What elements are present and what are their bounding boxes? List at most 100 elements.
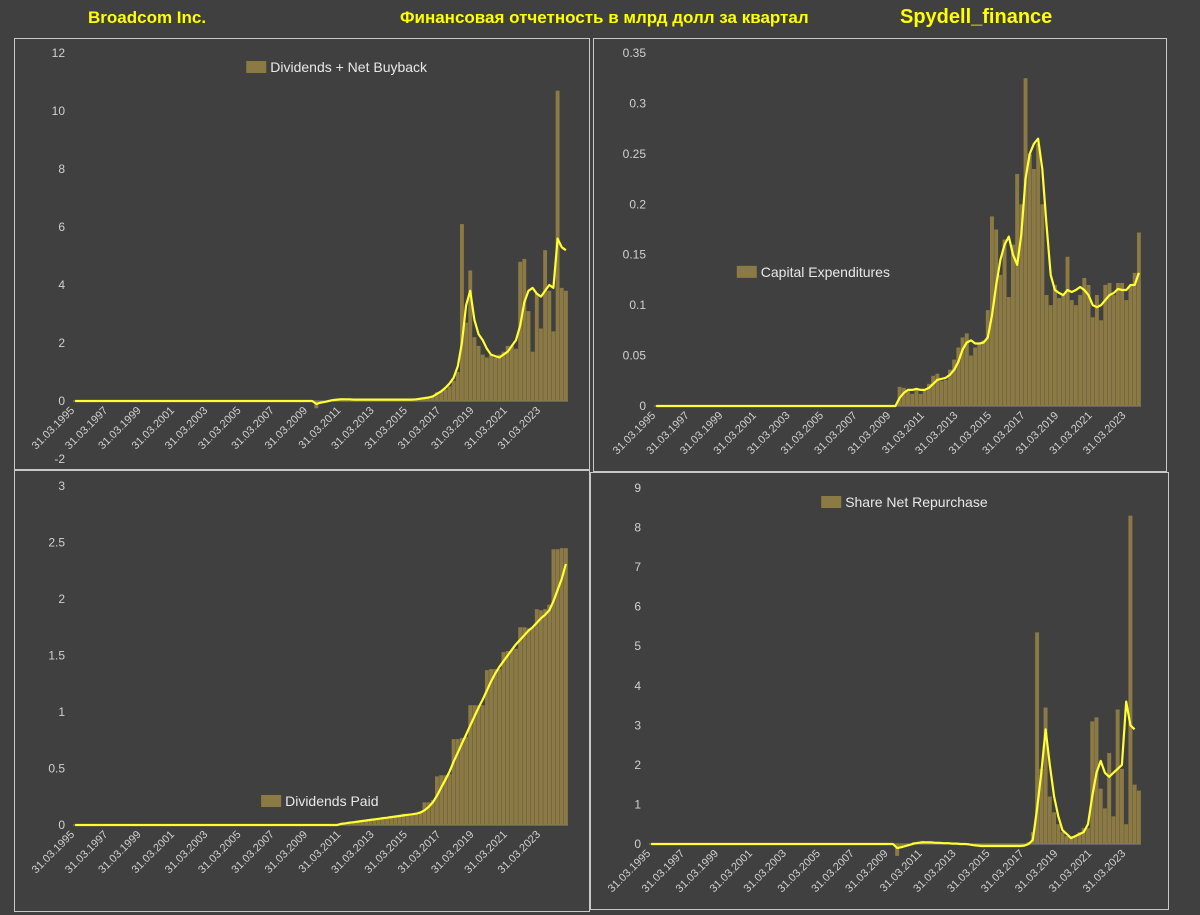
- bar: [435, 392, 439, 401]
- trend-line: [656, 137, 1140, 408]
- bar: [1136, 790, 1141, 844]
- bar: [1056, 824, 1061, 844]
- bar: [1069, 300, 1074, 406]
- bar: [939, 380, 944, 406]
- bar: [1099, 320, 1104, 406]
- bar: [1124, 824, 1129, 844]
- chart-dividends-buyback-svg: -202468101231.03.199531.03.199731.03.199…: [30, 46, 568, 466]
- bar: [956, 347, 961, 406]
- bar: [551, 331, 556, 401]
- bar: [1069, 836, 1073, 844]
- bar: [1048, 305, 1053, 406]
- bar: [484, 357, 489, 401]
- bar: [563, 290, 568, 401]
- bar: [455, 739, 460, 825]
- bar: [534, 609, 539, 825]
- bar: [1027, 153, 1032, 406]
- trend-line: [75, 563, 567, 827]
- bar: [1124, 300, 1129, 406]
- y-tick-label: 0: [58, 818, 65, 832]
- trend-line: [651, 700, 1136, 850]
- y-tick-label: 0.15: [623, 248, 647, 262]
- y-tick-label: 0.05: [623, 349, 647, 363]
- bar: [918, 393, 923, 406]
- bar: [1019, 204, 1024, 406]
- bar: [1128, 515, 1133, 844]
- bar: [1052, 284, 1057, 406]
- bar: [472, 705, 477, 825]
- bar: [994, 229, 999, 406]
- legend-label: Capital Expenditures: [761, 264, 890, 280]
- bar: [1120, 282, 1125, 406]
- bar: [1064, 836, 1069, 844]
- bar: [1098, 788, 1103, 844]
- bar: [518, 627, 523, 825]
- y-tick-label: 0.1: [629, 298, 646, 312]
- bar: [927, 383, 931, 406]
- bar: [551, 549, 556, 825]
- bar: [996, 844, 1001, 846]
- bar: [539, 610, 543, 825]
- bar: [1086, 284, 1091, 406]
- bar: [401, 813, 406, 825]
- bar: [393, 815, 398, 825]
- bar: [935, 373, 940, 406]
- bar: [489, 354, 493, 401]
- y-tick-label: 0.2: [629, 197, 646, 211]
- bar: [910, 393, 915, 406]
- bar: [1107, 753, 1112, 844]
- bar: [922, 390, 927, 406]
- y-tick-label: 2: [58, 592, 65, 606]
- bar: [547, 290, 552, 401]
- bar: [530, 627, 535, 825]
- y-tick-label: 0.5: [48, 762, 65, 776]
- bar: [480, 354, 485, 401]
- bar: [1132, 272, 1137, 406]
- y-tick-label: 8: [58, 162, 65, 176]
- bar: [555, 549, 560, 825]
- bar: [969, 355, 973, 406]
- legend-swatch: [261, 795, 282, 807]
- bar: [1078, 295, 1083, 406]
- bar: [422, 802, 427, 825]
- bar: [385, 817, 389, 825]
- bar: [380, 817, 385, 825]
- bar: [1090, 721, 1095, 844]
- bar: [1136, 232, 1141, 406]
- bar: [1023, 78, 1028, 406]
- bar: [1103, 284, 1108, 406]
- bar: [899, 844, 904, 848]
- bar: [1086, 828, 1090, 844]
- y-tick-label: 2: [634, 758, 641, 772]
- bar: [1077, 832, 1082, 844]
- y-tick-label: 10: [52, 104, 66, 118]
- bar: [1111, 816, 1116, 844]
- bar: [509, 345, 514, 401]
- bar: [405, 813, 410, 825]
- bar: [468, 705, 473, 825]
- bar: [1065, 256, 1070, 406]
- source-label: Spydell_finance: [900, 6, 1053, 28]
- bar: [522, 258, 527, 401]
- bar: [447, 386, 452, 401]
- y-tick-label: 1.5: [48, 649, 65, 663]
- chart-dividends-paid: 0 0.5 1 1.5 2 2.5 3 31.03.1995 31.03.1997 31.03.1…: [14, 470, 590, 912]
- bar: [931, 375, 936, 406]
- bar: [901, 387, 906, 406]
- bar: [1035, 632, 1040, 844]
- chart-dividends-buyback: -2 0 2 4 6 8 10 12 31.03.1995 31.03.1997 31.03.199…: [14, 38, 590, 470]
- report-title: Финансовая отчетность в млрд долл за ква…: [400, 8, 809, 27]
- y-tick-label: 6: [634, 600, 641, 614]
- bar: [397, 814, 402, 825]
- bar: [526, 628, 531, 825]
- bar: [964, 333, 969, 406]
- bar: [376, 818, 381, 825]
- bar: [1128, 284, 1133, 406]
- y-tick-label: 2: [58, 336, 65, 350]
- bar: [1031, 168, 1036, 406]
- bar: [1090, 317, 1095, 406]
- bar: [426, 396, 431, 401]
- legend-swatch: [821, 496, 842, 508]
- bar: [559, 548, 564, 825]
- y-tick-label: 0: [634, 837, 641, 851]
